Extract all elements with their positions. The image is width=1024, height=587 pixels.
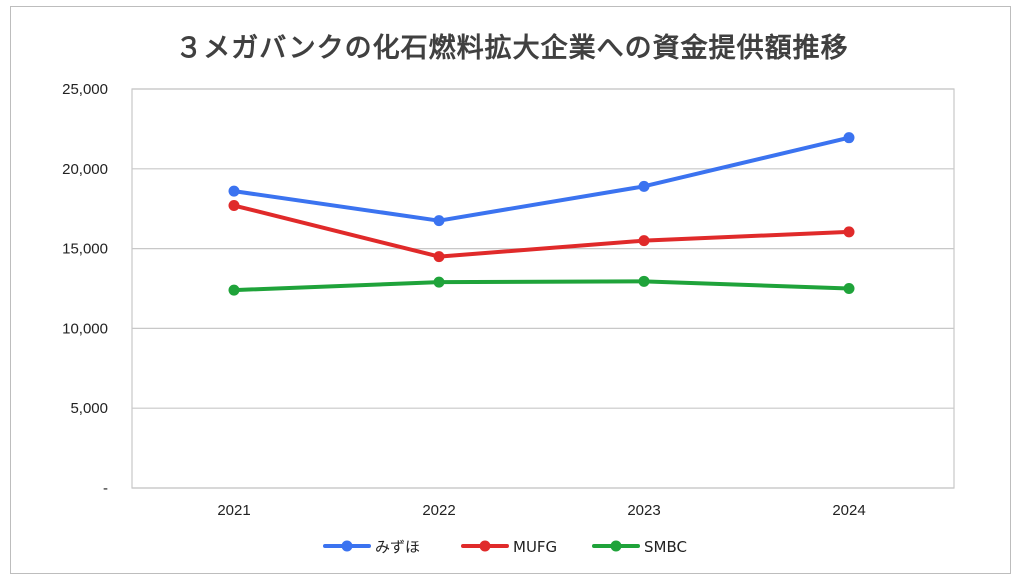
data-point	[638, 275, 650, 287]
series-みずほ	[228, 132, 855, 227]
data-point	[228, 284, 240, 296]
y-tick-label: 25,000	[62, 81, 108, 98]
legend-swatch-marker	[610, 540, 622, 552]
legend-label: MUFG	[513, 538, 557, 556]
legend-item: SMBC	[592, 538, 687, 556]
legend-label: SMBC	[644, 538, 687, 556]
grid-layer	[131, 88, 955, 489]
x-tick-label: 2024	[832, 502, 865, 519]
legend-swatch-marker	[341, 540, 353, 552]
y-tick-label: 15,000	[62, 241, 108, 258]
x-tick-label: 2022	[422, 502, 455, 519]
x-axis-ticks: 2021 2022 2023 2024	[217, 502, 865, 519]
data-point	[843, 226, 855, 238]
data-point	[638, 180, 650, 192]
x-tick-label: 2021	[217, 502, 250, 519]
y-tick-label: 5,000	[70, 400, 108, 417]
y-tick-label: -	[103, 480, 108, 497]
legend-item: みずほ	[323, 538, 420, 556]
data-point	[433, 215, 445, 227]
series-SMBC	[228, 275, 855, 296]
data-point	[843, 283, 855, 294]
y-axis-ticks: - 5,000 10,000 15,000 20,000 25,000	[62, 81, 108, 497]
data-point	[228, 185, 240, 197]
data-point	[843, 132, 855, 144]
y-tick-label: 10,000	[62, 320, 108, 337]
data-point	[433, 251, 445, 263]
legend-label: みずほ	[375, 538, 420, 556]
x-tick-label: 2023	[627, 502, 660, 519]
legend-swatch-marker	[479, 540, 491, 552]
data-point	[433, 276, 445, 288]
series-line	[232, 135, 851, 223]
series-MUFG	[228, 200, 855, 263]
series-line	[232, 203, 851, 259]
y-tick-label: 20,000	[62, 161, 108, 178]
legend: みずほ MUFG SMBC	[323, 538, 687, 556]
chart-title: ３メガバンクの化石燃料拡大企業への資金提供額推移	[175, 33, 849, 64]
data-point	[638, 235, 650, 247]
series-layer	[228, 132, 855, 296]
data-point	[228, 200, 240, 212]
series-line	[232, 279, 851, 293]
legend-item: MUFG	[461, 538, 557, 556]
